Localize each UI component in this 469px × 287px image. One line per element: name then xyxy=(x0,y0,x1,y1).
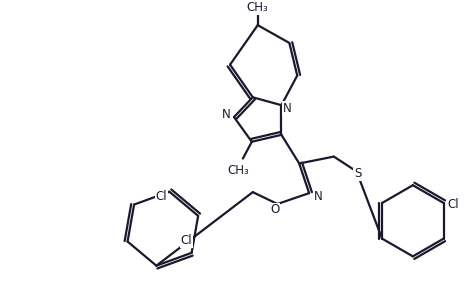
Text: Cl: Cl xyxy=(181,234,192,247)
Text: N: N xyxy=(222,108,230,121)
Text: S: S xyxy=(354,167,361,180)
Text: O: O xyxy=(270,203,279,216)
Text: CH₃: CH₃ xyxy=(227,164,249,177)
Text: Cl: Cl xyxy=(448,199,459,212)
Text: N: N xyxy=(314,190,322,203)
Text: CH₃: CH₃ xyxy=(247,1,269,14)
Text: Cl: Cl xyxy=(156,190,167,203)
Text: N: N xyxy=(283,102,292,115)
